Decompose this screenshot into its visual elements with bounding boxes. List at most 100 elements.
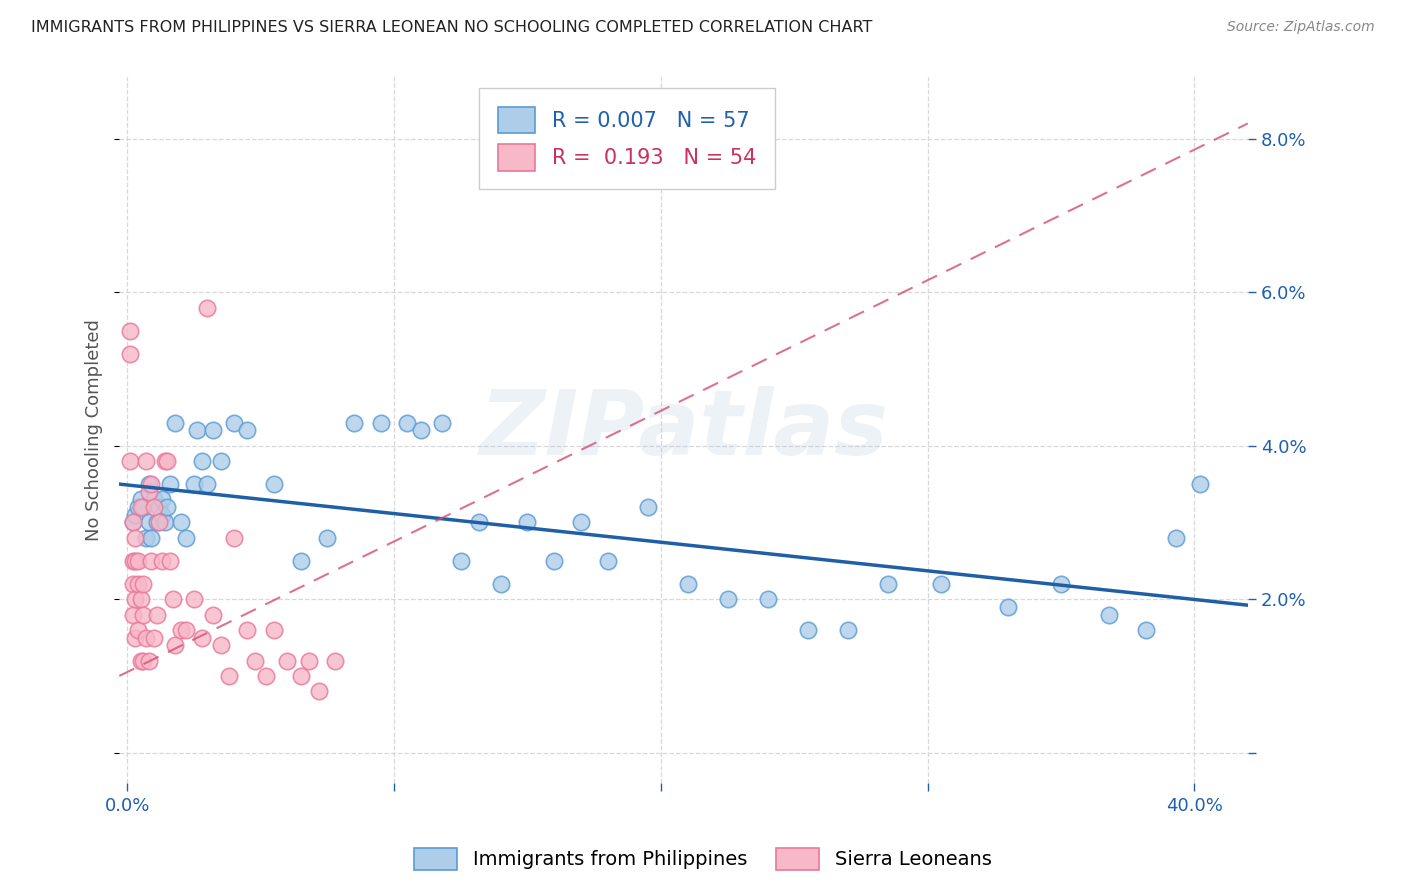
Point (141, 477, 163, 491)
Point (121, 607, 143, 622)
Text: Source: ZipAtlas.com: Source: ZipAtlas.com (1227, 20, 1375, 34)
Point (276, 654, 298, 668)
Point (929, 577, 952, 591)
Point (796, 623, 818, 637)
Point (159, 554, 181, 568)
Point (316, 531, 339, 545)
Point (596, 554, 619, 568)
Point (169, 623, 191, 637)
Point (150, 554, 173, 568)
Point (165, 638, 187, 652)
Point (148, 516, 170, 530)
Point (121, 577, 143, 591)
Point (290, 554, 312, 568)
Point (129, 592, 152, 607)
Point (118, 346, 141, 360)
Point (716, 592, 738, 607)
Point (135, 454, 157, 468)
Point (124, 592, 146, 607)
Point (209, 454, 232, 468)
Point (236, 623, 259, 637)
Text: ZIPatlas: ZIPatlas (479, 386, 889, 475)
Point (174, 623, 197, 637)
Point (1098, 607, 1121, 622)
Point (165, 416, 187, 430)
Point (132, 654, 155, 668)
Point (183, 592, 205, 607)
Point (837, 623, 859, 637)
Point (409, 424, 432, 438)
Point (195, 477, 218, 491)
Point (141, 531, 163, 545)
Point (138, 516, 160, 530)
Legend: Immigrants from Philippines, Sierra Leoneans: Immigrants from Philippines, Sierra Leon… (406, 839, 1000, 878)
Point (121, 516, 143, 530)
Point (343, 416, 366, 430)
Point (153, 454, 176, 468)
Point (209, 638, 232, 652)
Point (430, 416, 453, 430)
Point (124, 554, 146, 568)
Point (159, 477, 181, 491)
Point (141, 554, 163, 568)
Point (370, 416, 392, 430)
Point (676, 577, 699, 591)
Point (222, 416, 245, 430)
Point (124, 531, 146, 545)
Point (138, 654, 160, 668)
Legend: R = 0.007   N = 57, R =  0.193   N = 54: R = 0.007 N = 57, R = 0.193 N = 54 (479, 87, 775, 189)
Point (150, 492, 173, 507)
Point (997, 599, 1019, 614)
Point (450, 554, 472, 568)
Point (156, 454, 179, 468)
Point (118, 324, 141, 338)
Point (127, 623, 149, 637)
Point (148, 500, 170, 515)
Point (396, 416, 419, 430)
Point (1135, 623, 1157, 637)
Text: IMMIGRANTS FROM PHILIPPINES VS SIERRA LEONEAN NO SCHOOLING COMPLETED CORRELATION: IMMIGRANTS FROM PHILIPPINES VS SIERRA LE… (31, 20, 872, 35)
Point (325, 654, 347, 668)
Point (756, 592, 779, 607)
Point (150, 508, 173, 522)
Point (124, 631, 146, 645)
Point (132, 500, 155, 515)
Point (1050, 577, 1073, 591)
Point (129, 654, 152, 668)
Point (121, 516, 143, 530)
Point (308, 684, 330, 698)
Point (201, 607, 224, 622)
Point (174, 531, 197, 545)
Point (145, 607, 167, 622)
Point (129, 492, 152, 507)
Point (263, 477, 285, 491)
Point (236, 424, 259, 438)
Point (118, 454, 141, 468)
Point (138, 477, 160, 491)
Point (222, 531, 245, 545)
Point (153, 516, 176, 530)
Point (132, 607, 155, 622)
Point (135, 631, 157, 645)
Point (290, 669, 312, 683)
Point (124, 508, 146, 522)
Point (569, 516, 592, 530)
Point (156, 500, 179, 515)
Point (132, 577, 155, 591)
Point (142, 492, 165, 507)
Point (201, 424, 224, 438)
Point (191, 454, 214, 468)
Point (468, 516, 491, 530)
Point (169, 516, 191, 530)
Point (637, 500, 659, 515)
Point (298, 654, 321, 668)
Point (127, 500, 149, 515)
Point (218, 669, 240, 683)
Point (876, 577, 898, 591)
Point (129, 500, 152, 515)
Point (245, 654, 267, 668)
Point (127, 554, 149, 568)
Point (516, 516, 538, 530)
Y-axis label: No Schooling Completed: No Schooling Completed (86, 319, 103, 541)
Point (138, 484, 160, 499)
